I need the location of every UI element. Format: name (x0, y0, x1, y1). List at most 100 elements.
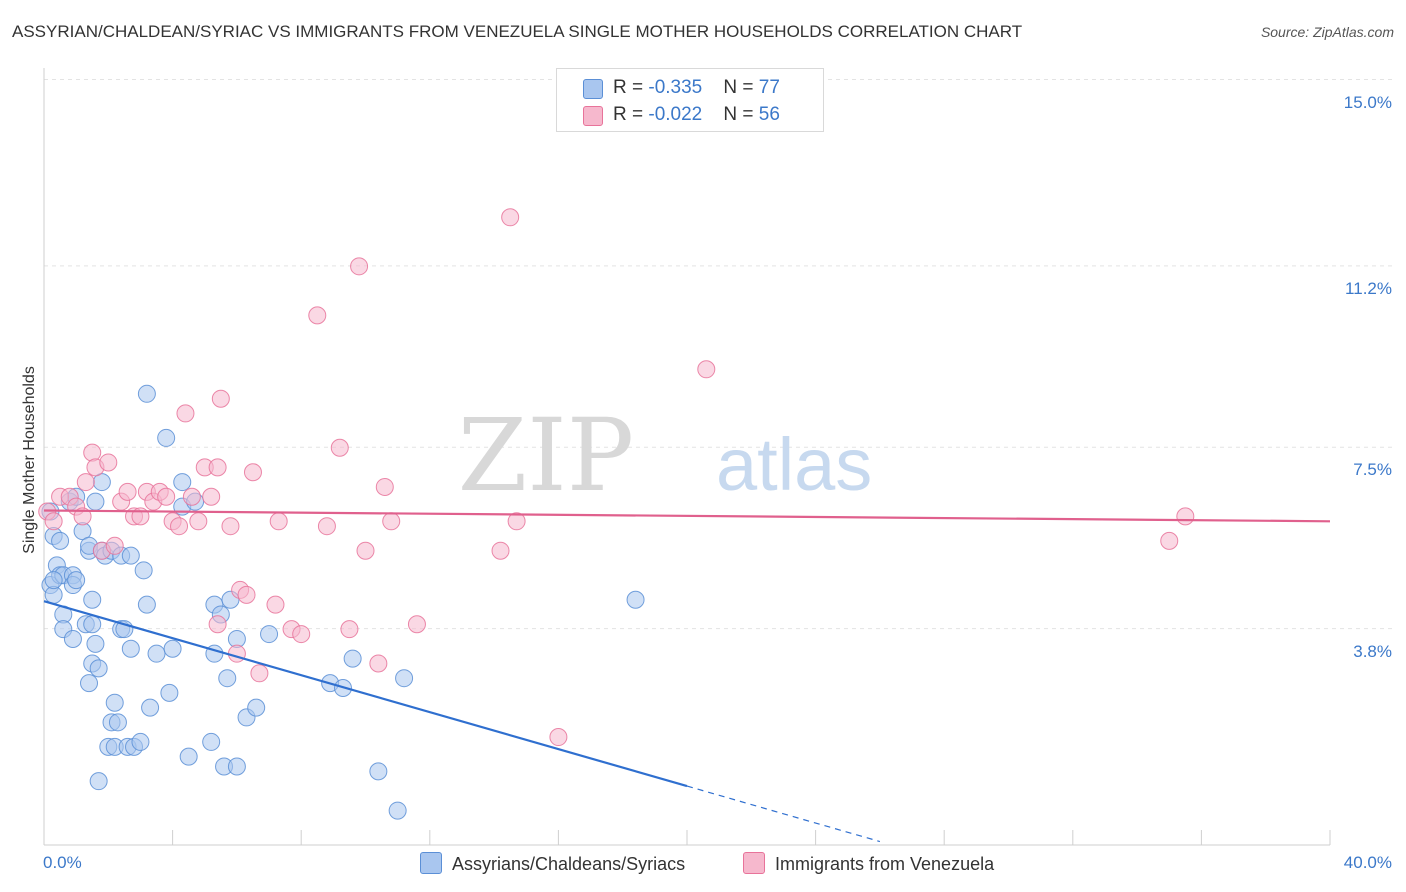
point-pink (1176, 507, 1195, 526)
point-pink (330, 438, 349, 457)
point-blue (86, 634, 105, 653)
legend-swatch-blue (583, 79, 603, 99)
point-blue (121, 546, 140, 565)
point-blue (121, 639, 140, 658)
point-pink (202, 487, 221, 506)
point-blue (83, 590, 102, 609)
trend-line-blue-extension (686, 785, 881, 843)
point-pink (227, 644, 246, 663)
point-pink (356, 541, 375, 560)
y-tick-label: 3.8% (1353, 641, 1392, 661)
point-blue (260, 625, 279, 644)
point-pink (157, 487, 176, 506)
point-blue (134, 561, 153, 580)
point-blue (343, 649, 362, 668)
point-pink (507, 512, 526, 531)
point-pink (269, 512, 288, 531)
point-pink (73, 507, 92, 526)
legend-text-pink: R = -0.022 N = 56 (613, 104, 780, 125)
point-blue (218, 669, 237, 688)
point-pink (170, 517, 189, 536)
point-blue (163, 639, 182, 658)
point-pink (76, 473, 95, 492)
point-pink (308, 306, 327, 325)
point-pink (105, 536, 124, 555)
y-axis-label: Single Mother Households (21, 366, 38, 554)
point-blue (369, 762, 388, 781)
watermark-zip: ZIP (458, 397, 634, 514)
point-pink (221, 517, 240, 536)
series-pink-points (38, 208, 1195, 747)
point-pink (292, 625, 311, 644)
point-blue (105, 693, 124, 712)
point-blue (247, 698, 266, 717)
point-pink (99, 453, 118, 472)
y-tick-label: 7.5% (1353, 460, 1392, 480)
point-blue (160, 683, 179, 702)
point-pink (382, 512, 401, 531)
point-pink (407, 615, 426, 634)
trend-lines (43, 509, 1331, 843)
point-pink (211, 389, 230, 408)
point-blue (44, 571, 63, 590)
source-label: Source: ZipAtlas.com (1260, 24, 1394, 40)
point-blue (147, 644, 166, 663)
axes (43, 68, 1331, 846)
legend-text-blue: R = -0.335 N = 77 (613, 77, 780, 98)
watermark: ZIP atlas (458, 397, 873, 514)
point-blue (89, 772, 108, 791)
point-pink (1160, 531, 1179, 550)
point-pink (491, 541, 510, 560)
point-blue (227, 757, 246, 776)
point-blue (86, 492, 105, 511)
point-blue (395, 669, 414, 688)
point-blue (89, 659, 108, 678)
point-pink (501, 208, 520, 227)
bottom-legend-label-pink: Immigrants from Venezuela (775, 854, 995, 874)
point-pink (350, 257, 369, 276)
point-blue (80, 674, 99, 693)
point-blue (67, 571, 86, 590)
bottom-legend-swatch-pink (743, 852, 765, 874)
point-pink (118, 482, 137, 501)
point-blue (131, 732, 150, 751)
trend-line-blue (43, 600, 688, 788)
chart-title: ASSYRIAN/CHALDEAN/SYRIAC VS IMMIGRANTS F… (12, 22, 1023, 41)
bottom-legend-blue: Assyrians/Chaldeans/Syriacs (420, 852, 685, 875)
point-pink (208, 615, 227, 634)
grid-lines (44, 79, 1396, 630)
point-blue (173, 473, 192, 492)
point-pink (250, 664, 269, 683)
point-pink (317, 517, 336, 536)
y-tick-label: 15.0% (1343, 92, 1392, 112)
bottom-legend-label-blue: Assyrians/Chaldeans/Syriacs (452, 854, 686, 874)
x-tick-label-max: 40.0% (1343, 853, 1392, 872)
point-pink (182, 487, 201, 506)
point-pink (340, 620, 359, 639)
point-pink (237, 585, 256, 604)
bottom-legend-swatch-blue (420, 852, 442, 874)
point-pink (369, 654, 388, 673)
point-blue (63, 629, 82, 648)
point-blue (179, 747, 198, 766)
point-blue (83, 615, 102, 634)
x-tick-label-min: 0.0% (43, 853, 82, 872)
point-blue (141, 698, 160, 717)
point-pink (208, 458, 227, 477)
point-blue (626, 590, 645, 609)
point-blue (137, 595, 156, 614)
point-blue (137, 384, 156, 403)
point-pink (83, 443, 102, 462)
point-blue (157, 428, 176, 447)
point-pink (44, 512, 63, 531)
legend-swatch-pink (583, 106, 603, 126)
stats-legend: R = -0.335 N = 77 R = -0.022 N = 56 (556, 68, 824, 132)
point-pink (697, 360, 716, 379)
point-pink (266, 595, 285, 614)
point-blue (202, 732, 221, 751)
point-blue (51, 531, 70, 550)
point-pink (189, 512, 208, 531)
point-pink (176, 404, 195, 423)
bottom-legend-pink: Immigrants from Venezuela (743, 852, 994, 875)
